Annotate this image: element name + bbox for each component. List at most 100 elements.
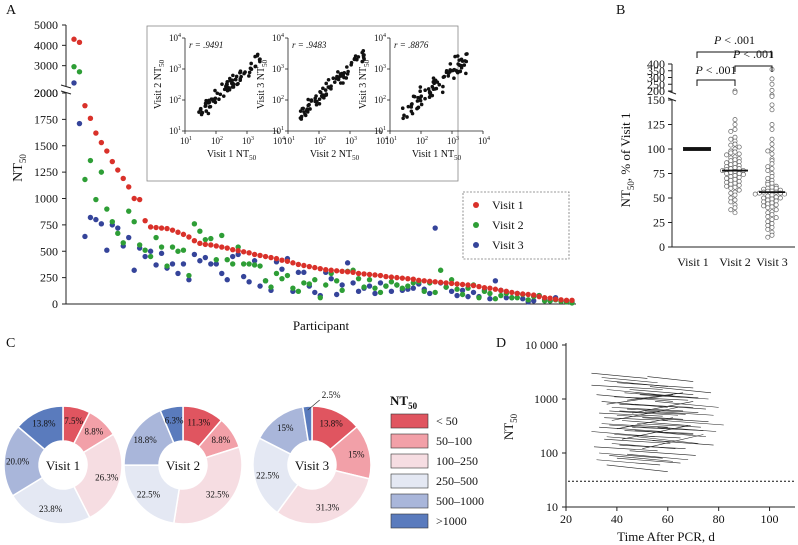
panel-b-point-visit-3: [765, 219, 771, 224]
inset-point: [221, 94, 226, 98]
inset-x-tick-label: 104: [273, 136, 285, 146]
panel-b-point-visit-3: [765, 234, 771, 240]
panel-d-participant-line: [649, 386, 712, 394]
panel-b-point-visit-3: [765, 226, 771, 232]
panel-a-point-visit-1: [197, 240, 203, 247]
panel-b-point-visit-2: [728, 173, 734, 179]
inset-point: [313, 96, 318, 101]
inset-point: [400, 106, 405, 111]
panel-a-point-visit-3: [224, 277, 230, 283]
panel-a-point-visit-1: [273, 255, 280, 262]
panel-a-point-visit-1: [115, 167, 121, 173]
panel-b-tick-label: 25: [653, 216, 665, 230]
panel-a-point-visit-3: [432, 225, 438, 231]
inset-tick-exponent: 4: [178, 33, 181, 39]
panel-b-point-visit-3: [769, 102, 775, 108]
panel-b-point-visit-3: [765, 222, 771, 228]
panel-d-x-tick-label: 20: [560, 512, 572, 526]
donut-percent-label: 26.3%: [95, 472, 119, 482]
panel-a-point-visit-2: [355, 275, 362, 282]
panel-b-point-visit-3: [765, 175, 771, 181]
panel-a-point-visit-2: [175, 248, 181, 254]
panel-a-point-visit-1: [399, 275, 406, 281]
panel-a-point-visit-2: [443, 284, 449, 290]
panel-a-point-visit-2: [432, 289, 438, 296]
inset-point: [234, 74, 239, 79]
inset-point: [464, 59, 469, 64]
panel-a-point-visit-1: [98, 139, 105, 146]
pie-legend-swatch: [390, 493, 429, 509]
panel-a-point-visit-2: [246, 261, 252, 267]
panel-a-point-visit-3: [191, 251, 198, 258]
panel-a-point-visit-1: [224, 245, 230, 251]
inset-point: [258, 57, 262, 61]
panel-b-point-visit-2: [728, 150, 734, 156]
panel-a-point-visit-2: [509, 294, 515, 301]
panel-a-point-visit-1: [246, 250, 252, 256]
panel-b-tick-label: 400: [647, 57, 665, 71]
inset-y-label-sub: 50: [261, 59, 269, 67]
inset-point: [433, 87, 437, 91]
panel-a-point-visit-1: [514, 290, 520, 297]
inset-point: [314, 102, 319, 107]
panel-a-point-visit-2: [120, 240, 126, 246]
panel-d-participant-line: [637, 436, 699, 444]
panel-a-point-visit-1: [328, 267, 334, 273]
panel-b-point-visit-2: [732, 134, 738, 140]
panel-b-point-visit-3: [773, 198, 779, 204]
panel-b-point-visit-3: [761, 195, 767, 201]
panel-a-point-visit-3: [251, 258, 258, 264]
inset-point: [211, 99, 215, 103]
panel-d-ticks: 20 40 60 80 100 10 000 1000 100 10: [525, 338, 779, 526]
panel-a-point-visit-1: [164, 225, 170, 232]
panel-a-point-visit-1: [476, 283, 482, 290]
inset-point: [459, 65, 464, 70]
panel-d-participant-line: [619, 444, 686, 450]
panel-b-point-visit-3: [769, 212, 775, 218]
panel-d-participant-line: [596, 459, 661, 466]
inset-tick-exponent: 4: [281, 33, 284, 39]
panel-d-y-tick-label: 100: [540, 446, 558, 460]
panel-a-point-visit-2: [186, 272, 192, 279]
panel-a-point-visit-2: [268, 284, 274, 290]
panel-a-point-visit-2: [126, 208, 132, 214]
donut-percent-label: 22.5%: [256, 471, 280, 481]
panel-a-point-visit-1: [361, 271, 367, 277]
panel-a-point-visit-3: [98, 221, 105, 227]
panel-a-point-visit-2: [219, 232, 225, 239]
panel-a-point-visit-2: [98, 169, 105, 175]
inset-point: [231, 82, 236, 87]
panel-b-point-visit-2: [732, 161, 738, 167]
panel-b-point-visit-2: [736, 144, 742, 150]
legend-label-visit-2: Visit 2: [492, 218, 524, 232]
inset-point: [362, 53, 366, 57]
panel-a-point-visit-3: [372, 290, 378, 297]
panel-a-point-visit-1: [284, 258, 291, 264]
inset-point: [444, 69, 449, 73]
panel-b-point-visit-2: [732, 197, 738, 203]
inset-x-tick-label: 103: [242, 136, 254, 146]
panel-b-point-visit-2: [732, 165, 738, 171]
panel-b-point-visit-3: [769, 184, 775, 190]
panel-a-axis-break-mark: [60, 84, 72, 89]
panel-a-point-visit-1: [126, 184, 132, 190]
inset-point: [418, 89, 422, 94]
panel-a-point-visit-2: [399, 285, 406, 291]
panel-a-x-label: Participant: [293, 318, 350, 333]
panel-a-point-visit-3: [186, 277, 192, 283]
panel-a-point-visit-2: [476, 294, 482, 301]
donut-slice: [301, 405, 313, 443]
panel-a-point-visit-1: [481, 284, 488, 291]
legend-marker-visit-2: [473, 222, 479, 228]
panel-d-participant-line: [616, 457, 681, 464]
panel-b-point-visit-2: [724, 160, 730, 166]
donut-slice: [276, 469, 371, 525]
panel-b-point-visit-3: [769, 192, 775, 198]
panel-b-point-visit-2: [732, 126, 738, 132]
panel-b-x-tick-label: Visit 2: [719, 255, 751, 269]
inset-x-tick-label: 101: [283, 136, 295, 146]
panel-b-point-visit-3: [769, 173, 775, 179]
panel-d-participant-line: [629, 450, 696, 456]
inset-point: [213, 96, 218, 101]
panel-b-point-visit-3: [761, 199, 767, 205]
